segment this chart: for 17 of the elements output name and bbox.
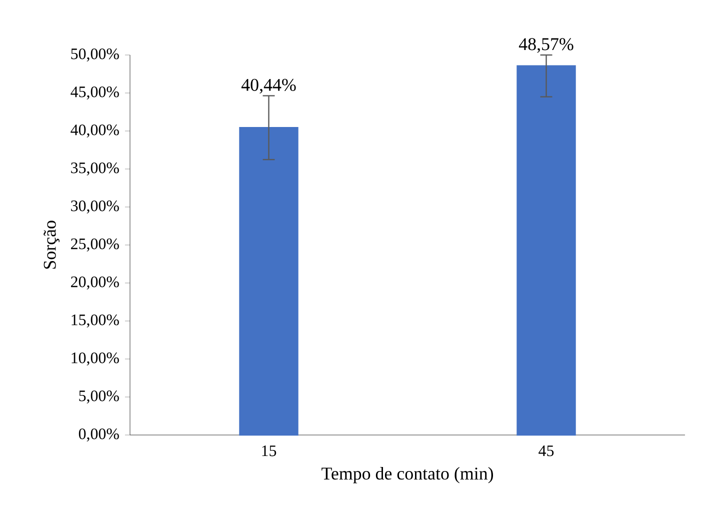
y-tick-label: 10,00% (72, 352, 119, 366)
y-tick-label: 40,00% (70, 124, 119, 138)
y-tick-label: 45,00% (70, 86, 119, 100)
y-tick-label: 15,00% (72, 314, 119, 328)
data-label: 48,57% (518, 38, 574, 53)
y-tick-label: 35,00% (71, 162, 119, 176)
data-label: 40,44% (241, 78, 296, 94)
y-tick-label: 30,00% (71, 200, 119, 214)
x-tick-label: 15 (262, 446, 276, 456)
y-tick-label: 5,00% (79, 390, 119, 404)
x-axis-title: Tempo de contato (min) (322, 467, 494, 484)
y-tick-label: 25,00% (71, 238, 119, 252)
y-tick-label: 50,00% (71, 48, 119, 62)
y-tick-label: 0,00% (78, 428, 119, 442)
y-tick-label: 20,00% (71, 276, 119, 290)
x-tick-label: 45 (538, 446, 554, 456)
y-axis-title: Sorção (44, 220, 60, 269)
